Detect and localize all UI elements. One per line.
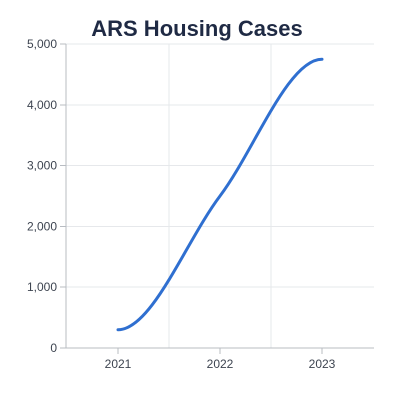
y-tick-label: 5,000 bbox=[27, 37, 57, 51]
series-layer bbox=[116, 57, 324, 332]
y-tick-label: 1,000 bbox=[27, 280, 57, 294]
x-tick-label: 2022 bbox=[207, 357, 234, 371]
x-tick-label: 2021 bbox=[105, 357, 132, 371]
y-tick-label: 0 bbox=[50, 341, 57, 355]
y-tick-label: 4,000 bbox=[27, 98, 57, 112]
y-tick-label: 3,000 bbox=[27, 159, 57, 173]
label-layer: 0 1,000 2,000 3,000 4,000 5,000 2021 2022 2023 bbox=[27, 37, 336, 371]
y-tick-label: 2,000 bbox=[27, 219, 57, 233]
axis-layer bbox=[60, 43, 374, 354]
chart-title: ARS Housing Cases bbox=[91, 16, 303, 41]
x-tick-label: 2023 bbox=[309, 357, 336, 371]
grid-layer bbox=[66, 43, 374, 348]
series-line bbox=[116, 57, 324, 332]
